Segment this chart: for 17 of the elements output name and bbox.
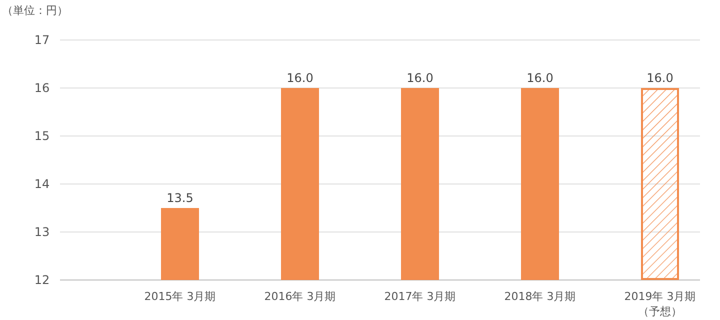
x-tick-label: 2018年 3月期 xyxy=(504,290,576,303)
y-tick-label: 13 xyxy=(34,225,50,239)
y-tick-label: 15 xyxy=(34,129,50,143)
data-label: 16.0 xyxy=(286,71,314,85)
y-axis-title: （単位：円） xyxy=(2,4,68,17)
y-tick-label: 17 xyxy=(34,33,50,47)
data-label: 16.0 xyxy=(526,71,554,85)
x-tick-label: 2019年 3月期（予想） xyxy=(624,290,696,318)
data-label: 16.0 xyxy=(406,71,434,85)
x-tick-label: 2016年 3月期 xyxy=(264,290,336,303)
y-tick-label: 16 xyxy=(34,81,50,95)
x-tick-label: 2015年 3月期 xyxy=(144,290,216,303)
data-label: 13.5 xyxy=(166,191,194,205)
y-tick-label: 12 xyxy=(34,273,50,287)
x-tick-label: 2017年 3月期 xyxy=(384,290,456,303)
y-tick-label: 14 xyxy=(34,177,50,191)
data-label: 16.0 xyxy=(646,71,674,85)
